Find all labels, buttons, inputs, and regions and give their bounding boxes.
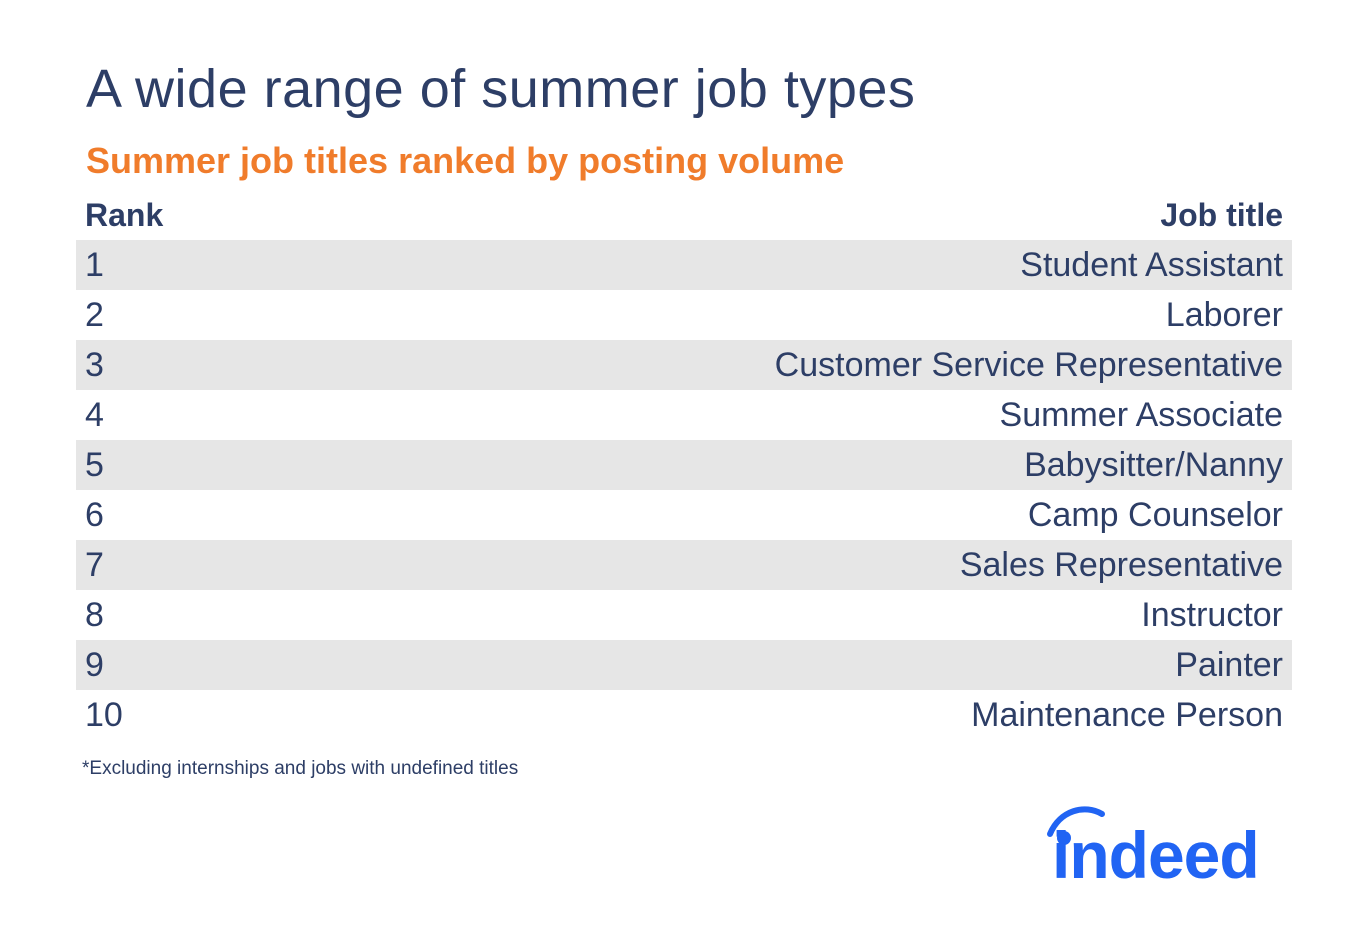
table-row: 9 Painter xyxy=(76,640,1292,690)
table-row: 2 Laborer xyxy=(76,290,1292,340)
rank-cell: 9 xyxy=(85,645,104,684)
page-subtitle: Summer job titles ranked by posting volu… xyxy=(86,140,845,181)
table-row: 5 Babysitter/Nanny xyxy=(76,440,1292,490)
table-row: 1 Student Assistant xyxy=(76,240,1292,290)
logo-swoosh-icon xyxy=(1047,806,1105,837)
job-title-cell: Instructor xyxy=(1141,595,1283,634)
rank-cell: 8 xyxy=(85,595,104,634)
job-title-cell: Babysitter/Nanny xyxy=(1024,445,1283,484)
logo-text: indeed xyxy=(1052,818,1259,890)
rank-cell: 2 xyxy=(85,295,104,334)
job-title-cell: Camp Counselor xyxy=(1027,495,1283,534)
table-row: 7 Sales Representative xyxy=(76,540,1292,590)
job-title-column-header: Job title xyxy=(1160,196,1283,233)
job-titles-table: Rank Job title 1 Student Assistant 2 Lab… xyxy=(76,190,1292,740)
rank-cell: 7 xyxy=(85,545,104,584)
rank-cell: 6 xyxy=(85,495,104,534)
job-title-cell: Painter xyxy=(1175,645,1283,684)
job-title-cell: Sales Representative xyxy=(959,545,1283,584)
rank-column-header: Rank xyxy=(85,196,164,233)
page-title: A wide range of summer job types xyxy=(86,59,916,119)
rank-cell: 10 xyxy=(85,695,123,734)
indeed-logo: indeed xyxy=(1047,806,1260,890)
logo-dot-icon xyxy=(1057,831,1071,845)
rank-cell: 1 xyxy=(85,245,104,284)
table-row: 3 Customer Service Representative xyxy=(76,340,1292,390)
rank-cell: 5 xyxy=(85,445,104,484)
job-title-cell: Maintenance Person xyxy=(971,695,1283,734)
job-title-cell: Laborer xyxy=(1165,295,1283,334)
job-title-cell: Summer Associate xyxy=(999,395,1283,434)
job-title-cell: Student Assistant xyxy=(1020,245,1283,284)
table-header: Rank Job title xyxy=(76,190,1292,240)
table-row: 4 Summer Associate xyxy=(76,390,1292,440)
footnote: *Excluding internships and jobs with und… xyxy=(82,758,519,779)
table-row: 10 Maintenance Person xyxy=(76,690,1292,740)
job-title-cell: Customer Service Representative xyxy=(774,345,1283,384)
table-row: 6 Camp Counselor xyxy=(76,490,1292,540)
rank-cell: 3 xyxy=(85,345,104,384)
table-row: 8 Instructor xyxy=(76,590,1292,640)
rank-cell: 4 xyxy=(85,395,104,434)
